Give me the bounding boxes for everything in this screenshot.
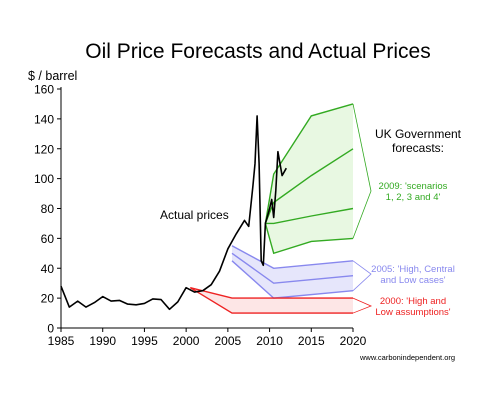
forecast-2009-line-3	[265, 207, 354, 225]
x-tick-label: 2000	[173, 334, 200, 348]
y-tick-label: 160	[34, 83, 54, 97]
actual-prices-line	[60, 115, 287, 311]
forecast-2009-connector	[352, 103, 372, 239]
forecast-2000-connector	[352, 297, 373, 314]
y-tick-label: 80	[41, 202, 55, 216]
forecast-2009-line-2	[264, 148, 354, 224]
y-tick-label: 40	[41, 262, 55, 276]
y-axis-label: $ / barrel	[28, 69, 77, 83]
forecast-2009-line-4	[264, 223, 354, 255]
y-tick-label: 140	[34, 112, 54, 126]
forecast-2000-band	[190, 287, 353, 314]
y-tick-label: 0	[47, 322, 54, 336]
forecast-2009-band	[265, 103, 353, 254]
forecast-2005-line-2	[231, 252, 354, 284]
plot-area: 0 20 40 60 80 100 120 140 160 1985 1990 1995 2000 200…	[34, 83, 373, 348]
x-tick-label: 2010	[256, 334, 283, 348]
y-tick-label: 120	[34, 142, 54, 156]
annotation-actual-prices: Actual prices	[160, 208, 229, 222]
forecast-2005-connector	[352, 260, 372, 291]
forecast-2009-line-1	[264, 103, 354, 224]
x-tick-label: 1990	[89, 334, 116, 348]
forecast-2000-line-2	[189, 287, 353, 314]
source-credit: www.carbonindependent.org	[359, 353, 455, 362]
x-tick-label: 2020	[340, 334, 367, 348]
forecast-2005-line-1	[231, 245, 354, 270]
x-tick-label: 1995	[131, 334, 158, 348]
x-tick-label: 2005	[215, 334, 242, 348]
y-tick-label: 20	[41, 292, 55, 306]
forecast-2000-label: 2000: 'High and Low assumptions'	[375, 296, 450, 318]
forecast-2005-label: 2005: 'High, Central and Low cases'	[371, 264, 455, 286]
y-tick-label: 100	[34, 172, 54, 186]
x-tick-label: 2015	[298, 334, 325, 348]
forecast-2000-line-1	[190, 287, 353, 299]
forecast-2005-band	[232, 245, 353, 299]
annotation-uk-government: UK Government forecasts:	[375, 127, 462, 155]
y-tick-label: 60	[41, 232, 55, 246]
chart-title: Oil Price Forecasts and Actual Prices	[85, 40, 430, 63]
forecast-2009-label: 2009: 'scenarios 1, 2, 3 and 4'	[379, 181, 448, 203]
x-tick-label: 1985	[48, 334, 75, 348]
